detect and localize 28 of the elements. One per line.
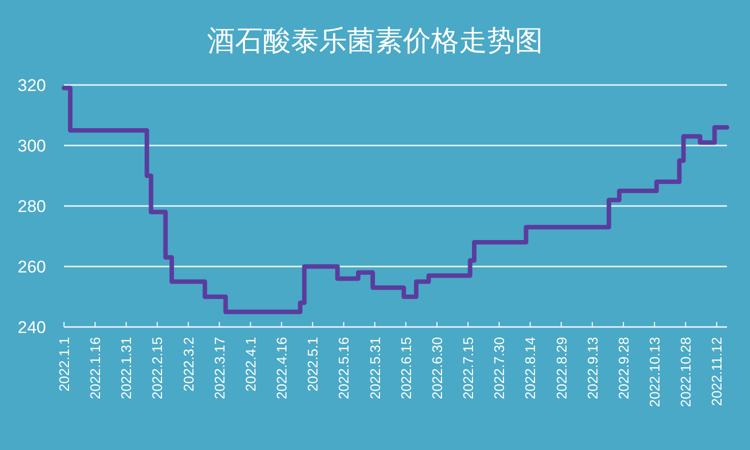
title: 酒石酸泰乐菌素价格走势图: [207, 24, 543, 57]
x-tick-label: 2022.3.17: [211, 336, 228, 400]
x-tick-label: 2022.7.30: [491, 336, 508, 400]
y-tick-label: 260: [18, 258, 46, 276]
x-tick-label: 2022.11.12: [708, 336, 725, 406]
x-tick-label: 2022.1.1: [56, 336, 72, 392]
x-tick-label: 2022.1.31: [118, 336, 134, 400]
x-tick-label: 2022.10.28: [678, 336, 694, 408]
y-tick-label: 240: [18, 318, 46, 337]
x-tick-label: 2022.9.13: [584, 336, 600, 400]
x-tick-label: 2022.7.15: [460, 336, 476, 400]
x-tick-label: 2022.6.15: [398, 336, 414, 400]
x-tick-label: 2022.10.13: [646, 336, 662, 408]
x-tick-label: 2022.4.1: [242, 336, 258, 392]
x-tick-label: 2022.2.15: [149, 336, 166, 400]
x-tick-label: 2022.8.14: [522, 336, 538, 400]
x-tick-label: 2022.3.2: [180, 336, 196, 392]
x-tick-label: 2022.9.28: [615, 336, 632, 400]
x-tick-label: 2022.5.16: [336, 336, 352, 400]
x-tick-label: 2022.5.31: [366, 336, 383, 400]
y-tick-label: 300: [18, 136, 46, 156]
x-tick-label: 2022.6.30: [428, 336, 445, 400]
y-tick-label: 320: [18, 76, 46, 95]
x-tick-label: 2022.4.16: [274, 336, 290, 400]
x-tick-label: 2022.1.16: [87, 336, 104, 400]
x-tick-label: 2022.5.1: [304, 336, 321, 392]
y-tick-label: 280: [18, 197, 46, 216]
x-tick-label: 2022.8.29: [553, 336, 570, 400]
